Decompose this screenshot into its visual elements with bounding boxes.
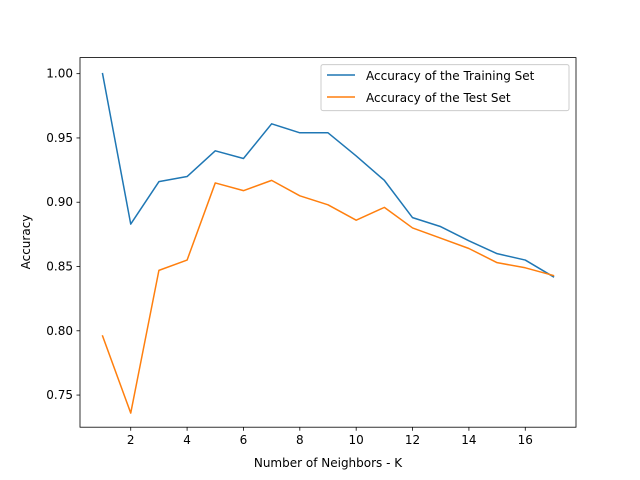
plot-lines [101,72,555,414]
x-tick-label: 6 [240,433,248,447]
y-axis-label: Accuracy [19,215,33,270]
x-axis-label: Number of Neighbors - K [254,456,403,470]
x-tick-label: 8 [296,433,304,447]
y-tick-label: 0.85 [46,260,73,274]
x-tick-label: 2 [127,433,135,447]
legend-box [320,64,570,112]
series-line-1 [101,179,555,414]
legend-label-training: Accuracy of the Training Set [366,69,535,83]
legend: Accuracy of the Training Set Accuracy of… [320,64,570,112]
series-line-0 [101,72,555,278]
plot-frame [79,57,577,428]
y-tick-label: 0.80 [46,324,73,338]
legend-label-test: Accuracy of the Test Set [366,91,511,105]
x-tick-label: 10 [349,433,364,447]
x-axis-ticks: 2 4 6 8 10 12 14 16 [127,427,533,447]
y-tick-label: 1.00 [46,67,73,81]
x-tick-label: 4 [183,433,191,447]
y-tick-label: 0.75 [46,388,73,402]
x-tick-label: 14 [461,433,476,447]
y-axis-ticks: 0.75 0.80 0.85 0.90 0.95 1.00 [46,67,80,402]
y-tick-label: 0.95 [46,131,73,145]
x-tick-label: 16 [518,433,533,447]
y-tick-label: 0.90 [46,195,73,209]
x-tick-label: 12 [405,433,420,447]
